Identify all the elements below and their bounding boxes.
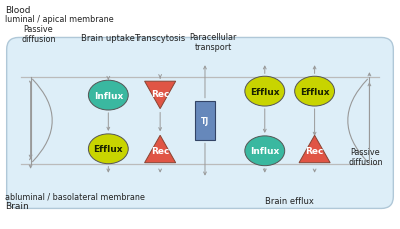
Text: Rec: Rec — [151, 89, 169, 98]
Text: luminal / apical membrane: luminal / apical membrane — [5, 15, 113, 24]
Polygon shape — [299, 136, 330, 163]
Ellipse shape — [88, 134, 128, 164]
Text: Passive
diffusion: Passive diffusion — [348, 147, 383, 166]
FancyArrowPatch shape — [32, 80, 52, 162]
Ellipse shape — [245, 77, 285, 106]
Text: Passive
diffusion: Passive diffusion — [21, 25, 56, 44]
Polygon shape — [144, 136, 176, 163]
Ellipse shape — [245, 136, 285, 166]
Text: Brain: Brain — [5, 202, 28, 210]
Ellipse shape — [295, 77, 334, 106]
Text: Transcytosis: Transcytosis — [134, 34, 186, 43]
Text: Blood: Blood — [5, 6, 30, 15]
Text: Influx: Influx — [250, 147, 279, 155]
Text: Brain uptake: Brain uptake — [81, 34, 135, 43]
Text: TJ: TJ — [201, 117, 209, 125]
Polygon shape — [144, 82, 176, 109]
FancyBboxPatch shape — [7, 38, 393, 209]
Text: abluminal / basolateral membrane: abluminal / basolateral membrane — [5, 192, 144, 201]
Text: Paracellular
transport: Paracellular transport — [189, 33, 237, 52]
Text: Influx: Influx — [94, 91, 123, 100]
FancyArrowPatch shape — [348, 80, 368, 162]
Text: Efflux: Efflux — [300, 87, 329, 96]
Text: Efflux: Efflux — [94, 145, 123, 154]
FancyBboxPatch shape — [195, 101, 215, 141]
Text: Rec: Rec — [306, 147, 324, 155]
Text: Brain efflux: Brain efflux — [265, 196, 314, 204]
Text: Rec: Rec — [151, 147, 169, 155]
Ellipse shape — [88, 81, 128, 111]
Text: Efflux: Efflux — [250, 87, 280, 96]
